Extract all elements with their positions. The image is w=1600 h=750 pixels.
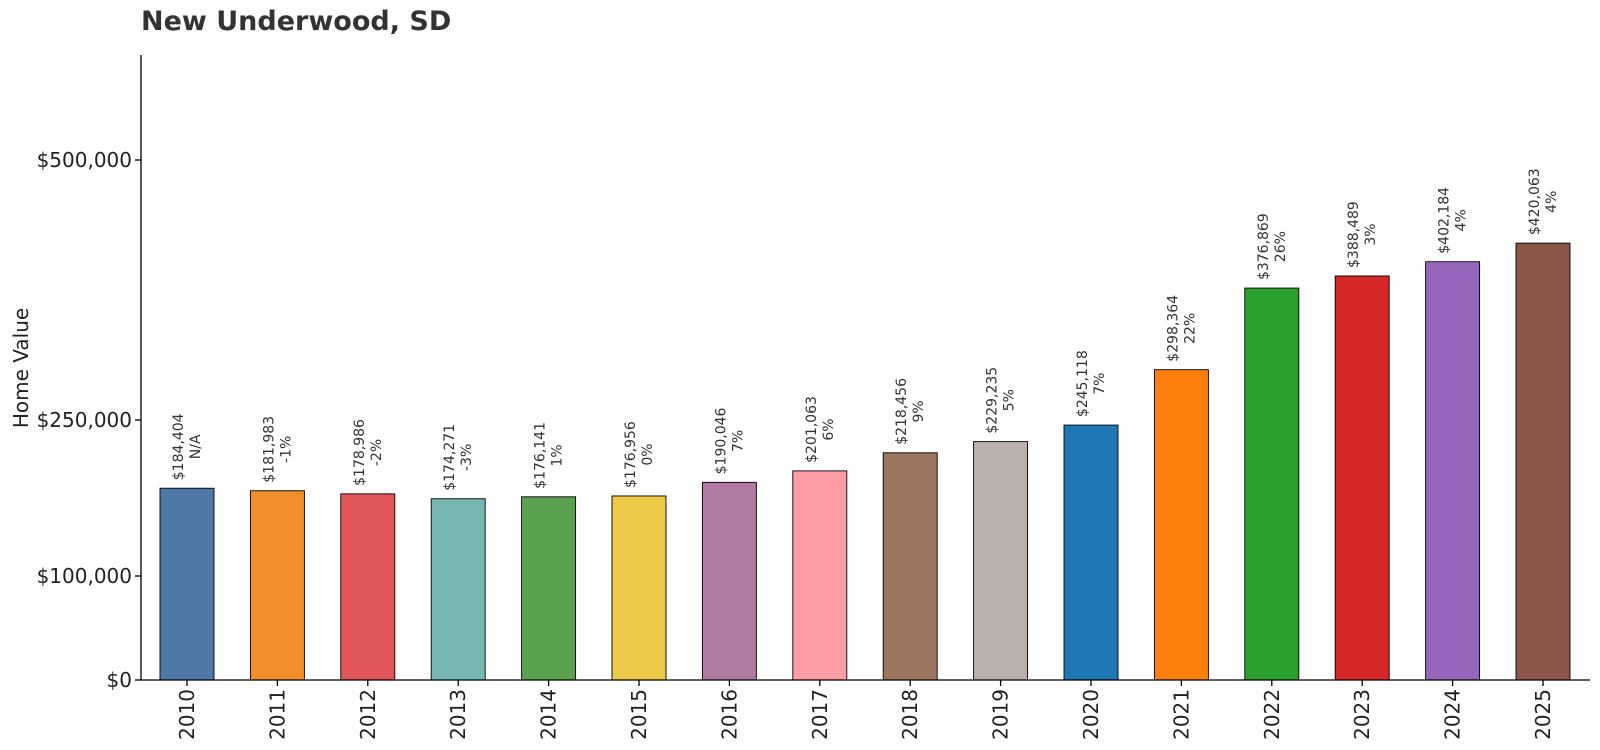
bar-2013 <box>430 498 486 681</box>
value-label: $181,983 <box>261 416 277 483</box>
change-label: 5% <box>1002 389 1018 411</box>
change-label: 0% <box>640 443 656 465</box>
value-label: $176,141 <box>533 422 549 489</box>
value-label: $420,063 <box>1527 168 1543 235</box>
x-tick-label-2022: 2022 <box>1260 689 1284 740</box>
x-tick-label-2025: 2025 <box>1531 689 1555 740</box>
x-tick-label-2019: 2019 <box>989 689 1013 740</box>
value-label: $201,063 <box>804 396 820 463</box>
value-label: $298,364 <box>1165 295 1181 362</box>
bar-2025 <box>1515 242 1571 681</box>
change-label: 6% <box>821 418 837 440</box>
x-tick-label-2014: 2014 <box>537 689 561 740</box>
y-tick-label: $100,000 <box>37 564 132 588</box>
change-label: -2% <box>369 439 385 466</box>
bar-2021 <box>1153 369 1209 681</box>
data-label-2017: $201,0636% <box>804 396 837 463</box>
bar-2017 <box>792 470 848 681</box>
x-tick-label-2017: 2017 <box>808 689 832 740</box>
value-label: $190,046 <box>713 407 729 474</box>
data-label-2023: $388,4893% <box>1346 201 1379 268</box>
data-label-2014: $176,1411% <box>533 422 566 489</box>
bars-layer <box>159 242 1571 681</box>
value-label: $176,956 <box>623 421 639 488</box>
data-label-2024: $402,1844% <box>1437 187 1470 254</box>
data-label-2018: $218,4569% <box>894 378 927 445</box>
x-tick-label-2018: 2018 <box>898 689 922 740</box>
change-label: 26% <box>1273 231 1289 262</box>
x-tick-label-2011: 2011 <box>265 689 289 740</box>
x-tick-label-2015: 2015 <box>627 689 651 740</box>
bar-2023 <box>1334 275 1390 681</box>
bar-2022 <box>1244 287 1300 681</box>
bar-2010 <box>159 487 215 681</box>
x-tick-label-2023: 2023 <box>1350 689 1374 740</box>
change-label: 1% <box>550 444 566 466</box>
change-label: 22% <box>1182 313 1198 344</box>
y-axis-label: Home Value <box>9 308 33 428</box>
bar-2019 <box>973 441 1029 681</box>
y-tick-label: $500,000 <box>37 148 132 172</box>
change-label: 7% <box>730 430 746 452</box>
data-label-2012: $178,986-2% <box>352 419 385 486</box>
value-label: $229,235 <box>985 367 1001 434</box>
x-ticks-layer: 2010 2011 2012 2013 2014 2015 2016 2017 2018 2019… <box>175 680 1555 740</box>
chart-title: New Underwood, SD <box>141 6 452 37</box>
data-label-2015: $176,9560% <box>623 421 656 488</box>
change-label: 4% <box>1454 209 1470 231</box>
value-label: $218,456 <box>894 378 910 445</box>
data-label-2010: $184,404N/A <box>171 413 204 480</box>
value-label: $245,118 <box>1075 350 1091 417</box>
value-label: $388,489 <box>1346 201 1362 268</box>
change-label: N/A <box>188 434 204 459</box>
change-label: 9% <box>911 400 927 422</box>
x-tick-label-2020: 2020 <box>1079 689 1103 740</box>
bar-2024 <box>1425 261 1481 681</box>
value-label: $174,271 <box>442 424 458 491</box>
data-label-2019: $229,2355% <box>985 367 1018 434</box>
change-label: -3% <box>459 444 475 471</box>
x-tick-label-2010: 2010 <box>175 689 199 740</box>
data-labels-layer: $184,404N/A $181,983-1% $178,986-2% $174,27… <box>171 168 1560 490</box>
data-label-2020: $245,1187% <box>1075 350 1108 417</box>
bar-2011 <box>249 490 305 681</box>
data-label-2025: $420,0634% <box>1527 168 1560 235</box>
value-label: $184,404 <box>171 413 187 480</box>
value-label: $402,184 <box>1437 187 1453 254</box>
data-label-2021: $298,36422% <box>1165 295 1198 362</box>
x-tick-label-2013: 2013 <box>446 689 470 740</box>
x-tick-label-2012: 2012 <box>356 689 380 740</box>
value-label: $178,986 <box>352 419 368 486</box>
data-label-2013: $174,271-3% <box>442 424 475 491</box>
change-label: -1% <box>278 436 294 463</box>
x-tick-label-2021: 2021 <box>1169 689 1193 740</box>
bar-2012 <box>340 493 396 681</box>
bar-2014 <box>521 496 577 681</box>
bar-2015 <box>611 495 667 681</box>
y-ticks-layer: $0 $100,000 $250,000 $500,000 <box>37 148 141 692</box>
data-label-2011: $181,983-1% <box>261 416 294 483</box>
change-label: 3% <box>1363 223 1379 245</box>
bar-2016 <box>701 481 757 681</box>
change-label: 7% <box>1092 373 1108 395</box>
x-tick-label-2024: 2024 <box>1441 689 1465 740</box>
value-label: $376,869 <box>1256 213 1272 280</box>
data-label-2022: $376,86926% <box>1256 213 1289 280</box>
change-label: 4% <box>1544 191 1560 213</box>
bar-2020 <box>1063 424 1119 681</box>
y-tick-label: $250,000 <box>37 408 132 432</box>
y-tick-label: $0 <box>107 668 132 692</box>
bar-2018 <box>882 452 938 681</box>
data-label-2016: $190,0467% <box>713 407 746 474</box>
x-tick-label-2016: 2016 <box>717 689 741 740</box>
